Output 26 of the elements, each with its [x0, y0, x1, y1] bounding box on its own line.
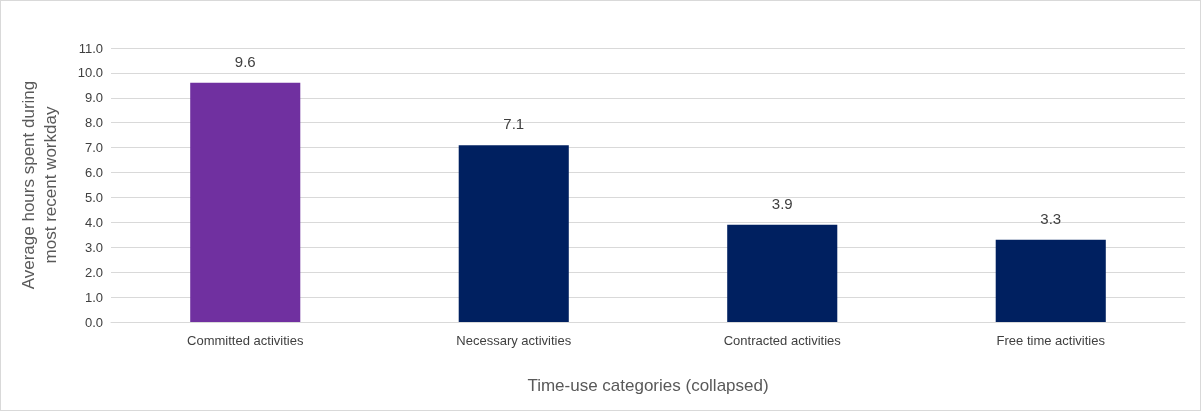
y-tick-label: 2.0 [84, 264, 103, 280]
bar [458, 145, 569, 322]
data-label: 3.9 [771, 194, 793, 212]
y-axis-title: Average hours spent during most recent workday [18, 80, 60, 290]
y-tick-label: 11.0 [78, 40, 103, 56]
x-tick-label: Committed activities [187, 333, 304, 348]
x-tick-label: Free time activities [996, 333, 1106, 348]
y-tick-label: 1.0 [84, 289, 103, 305]
y-tick-label: 10.0 [77, 65, 103, 81]
data-label: 9.6 [234, 52, 256, 70]
x-tick-label: Contracted activities [723, 333, 842, 348]
y-tick-label: 4.0 [84, 214, 103, 230]
y-tick-label: 6.0 [84, 165, 103, 181]
bar [995, 239, 1106, 322]
y-tick-label: 7.0 [84, 140, 103, 156]
y-tick-label: 3.0 [84, 239, 103, 255]
bar [727, 224, 838, 322]
data-label: 3.3 [1040, 209, 1062, 227]
y-tick-label: 9.0 [84, 90, 103, 106]
x-axis-title: Time-use categories (collapsed) [527, 376, 769, 395]
data-label: 7.1 [503, 115, 525, 133]
y-tick-label: 0.0 [84, 314, 103, 330]
y-tick-label: 5.0 [84, 189, 103, 205]
y-tick-label: 8.0 [84, 115, 103, 131]
bar [190, 82, 301, 322]
x-tick-label: Necessary activities [456, 333, 572, 348]
